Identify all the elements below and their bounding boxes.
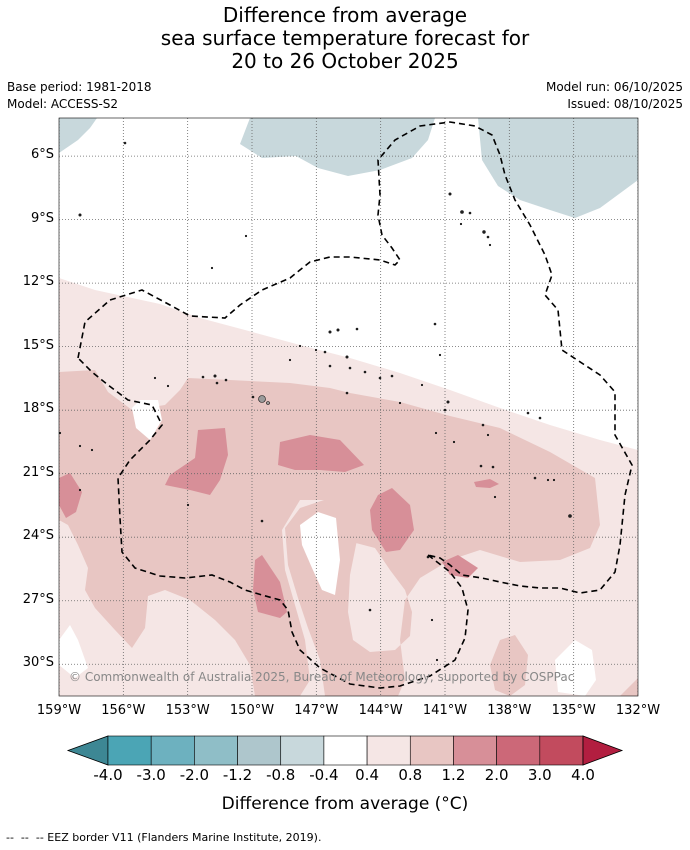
colorbar-segment xyxy=(409,735,454,766)
latitude-label: 12°S xyxy=(22,274,54,290)
longitude-label: 138°W xyxy=(487,703,532,718)
colorbar-tick-label: -2.0 xyxy=(179,766,209,784)
issued-date: Issued: 08/10/2025 xyxy=(567,97,683,111)
longitude-label: 135°W xyxy=(551,703,596,718)
colorbar-segment xyxy=(150,735,195,766)
eez-legend: -- -- -- EEZ border V11 (Flanders Marine… xyxy=(6,831,322,844)
colorbar-tick-label: 3.0 xyxy=(527,766,552,784)
latitude-label: 6°S xyxy=(30,147,54,163)
graticule xyxy=(59,118,638,696)
cool-region-northwest xyxy=(59,118,97,153)
colorbar-extend-low xyxy=(66,735,109,766)
eez-border-line xyxy=(77,121,633,689)
title-line-2: sea surface temperature forecast for xyxy=(160,26,530,50)
longitude-label: 156°W xyxy=(101,703,146,718)
warm-band-1-2-far-east xyxy=(474,479,499,488)
colorbar-segment xyxy=(280,735,325,766)
warm-band-0-8-patch-south xyxy=(490,635,528,696)
warm-band-1-2-central-north xyxy=(278,435,364,472)
eez-legend-text: -- EEZ border V11 (Flanders Marine Insti… xyxy=(35,831,322,844)
islands xyxy=(59,141,572,662)
longitude-label: 141°W xyxy=(422,703,468,718)
colorbar-extend-high xyxy=(582,735,624,766)
colorbar-segment xyxy=(194,735,238,766)
cool-region-north-center xyxy=(240,118,435,176)
neutral-patch-southwest xyxy=(59,625,88,678)
map-frame xyxy=(58,117,639,697)
latitude-label: 24°S xyxy=(22,528,54,544)
colorbar-segment xyxy=(323,735,368,766)
colorbar-title: Difference from average (°C) xyxy=(221,794,469,814)
longitude-label: 147°W xyxy=(294,703,339,718)
model-name: Model: ACCESS-S2 xyxy=(7,97,119,111)
colorbar-tick-label: 4.0 xyxy=(571,766,595,784)
copyright-notice: © Commonwealth of Australia 2025, Bureau… xyxy=(69,670,574,684)
base-period: Base period: 1981-2018 xyxy=(7,80,152,94)
warm-band-0-8-patch-corner xyxy=(620,678,638,696)
latitude-label: 15°S xyxy=(22,337,54,353)
colorbar-tick-label: -0.4 xyxy=(309,766,339,784)
warm-band-1-2-southwest xyxy=(253,555,287,618)
longitude-label: 150°W xyxy=(229,703,275,718)
latitude-label: 21°S xyxy=(22,464,54,480)
colorbar-tick-label: -0.8 xyxy=(266,766,296,784)
title-line-3: 20 to 26 October 2025 xyxy=(231,49,459,73)
title-line-1: Difference from average xyxy=(222,3,468,27)
colorbar-tick-label: 0.4 xyxy=(355,766,379,784)
longitude-label: 159°W xyxy=(36,703,82,718)
latitude-label: 27°S xyxy=(22,591,54,607)
map-area: © Commonwealth of Australia 2025, Bureau… xyxy=(59,118,638,696)
warm-band-1-2-east xyxy=(442,555,478,578)
longitude-label: 153°W xyxy=(165,703,210,718)
warm-band-1-2-northwest xyxy=(165,428,228,495)
colorbar-tick-label: 0.8 xyxy=(398,766,423,784)
colorbar-tick-label: -3.0 xyxy=(136,766,166,784)
latitude-label: 30°S xyxy=(22,655,54,671)
colorbar-tick-label: 2.0 xyxy=(484,766,509,784)
neutral-patch-southeast xyxy=(555,640,596,696)
longitude-label: 132°W xyxy=(615,703,661,718)
longitude-label: 144°W xyxy=(358,703,403,718)
colorbar-segment xyxy=(539,735,584,766)
colorbar-tick-label: 1.2 xyxy=(441,766,466,784)
latitude-label: 18°S xyxy=(22,401,54,417)
model-run: Model run: 06/10/2025 xyxy=(545,80,683,94)
latitude-label: 9°S xyxy=(30,210,54,226)
cool-region-northeast xyxy=(478,118,638,218)
warm-band-1-2-west xyxy=(59,473,82,518)
eez-border xyxy=(77,121,633,689)
colorbar-tick-label: -4.0 xyxy=(93,766,123,784)
colorbar-segment xyxy=(107,735,152,766)
colorbar-segment xyxy=(453,735,497,766)
colorbar-segment xyxy=(237,735,282,766)
colorbar-segment xyxy=(496,735,541,766)
colorbar-tick-label: -1.2 xyxy=(222,766,253,784)
neutral-patch-central xyxy=(300,512,340,595)
colorbar xyxy=(66,735,624,766)
colorbar-segment xyxy=(366,735,411,766)
